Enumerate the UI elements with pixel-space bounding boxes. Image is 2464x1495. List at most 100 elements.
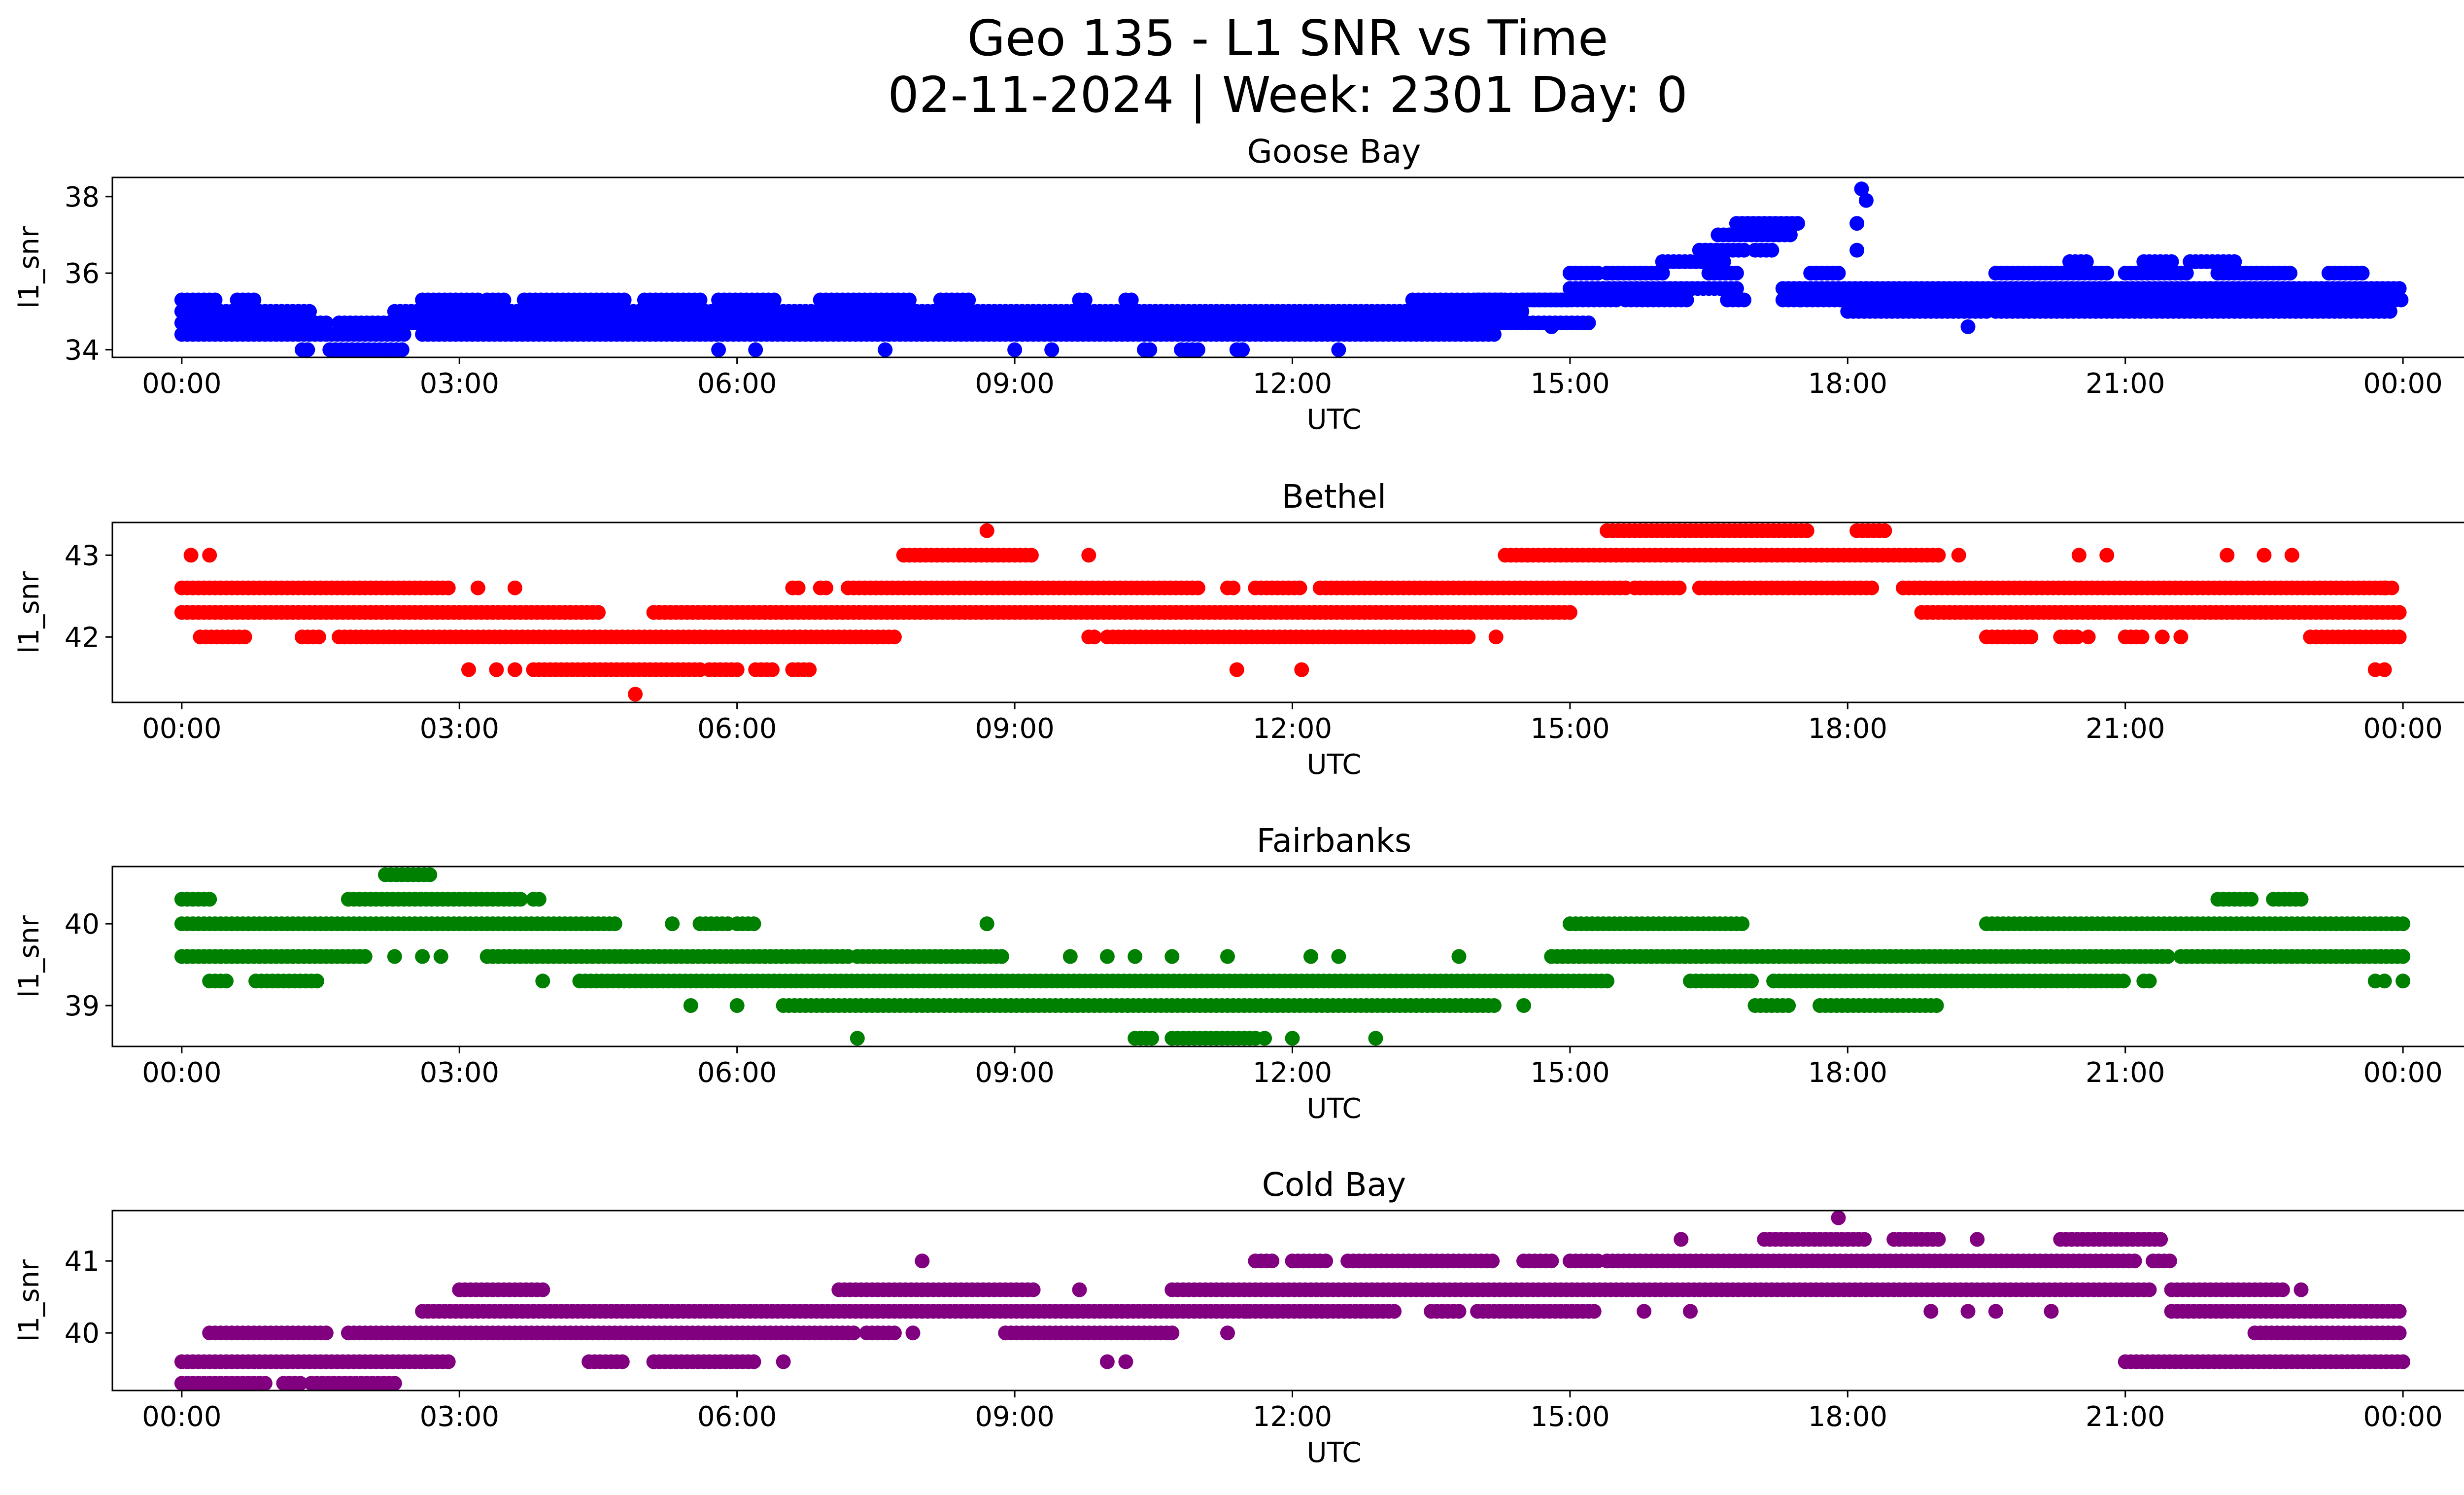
data-point: [2392, 605, 2407, 620]
x-tick-label: 00:00: [142, 368, 221, 400]
data-point: [1238, 1304, 1254, 1319]
x-tick-label: 03:00: [420, 713, 499, 745]
data-point: [387, 949, 402, 964]
data-point: [1790, 216, 1805, 231]
data-point: [470, 580, 485, 595]
x-tick-label: 12:00: [1253, 713, 1332, 745]
data-point: [1655, 266, 1670, 281]
data-point: [1737, 292, 1751, 308]
x-tick-label: 09:00: [975, 713, 1054, 745]
data-point: [1516, 998, 1531, 1013]
data-point: [905, 1325, 921, 1341]
data-point: [915, 1253, 930, 1269]
data-point: [1007, 342, 1023, 357]
x-tick-label: 00:00: [2363, 1401, 2442, 1433]
data-point: [2392, 629, 2407, 645]
data-point: [1368, 1031, 1383, 1046]
data-point: [415, 949, 430, 964]
data-point: [1331, 949, 1346, 964]
data-point: [1087, 629, 1102, 645]
figure-title-line2: 02-11-2024 | Week: 2301 Day: 0: [888, 66, 1687, 124]
x-tick-label: 18:00: [1808, 368, 1887, 400]
data-point: [2392, 1325, 2407, 1341]
data-point: [1854, 181, 1869, 197]
data-point: [202, 548, 217, 563]
data-point: [746, 916, 761, 932]
data-point: [846, 1325, 861, 1341]
data-point: [878, 342, 893, 357]
y-tick-label: 40: [65, 1318, 100, 1350]
data-point: [748, 342, 763, 357]
data-point: [507, 662, 522, 677]
data-point: [2099, 266, 2115, 281]
data-point: [1858, 193, 1874, 208]
data-point: [1099, 949, 1115, 964]
data-point: [1226, 580, 1241, 595]
x-tick-label: 09:00: [975, 368, 1054, 400]
data-point: [2099, 548, 2115, 563]
y-tick-label: 40: [65, 908, 100, 940]
data-point: [2382, 304, 2397, 319]
data-point: [683, 998, 698, 1013]
data-point: [2377, 662, 2392, 677]
data-point: [2173, 629, 2189, 645]
data-point: [1923, 1304, 1939, 1319]
data-point: [1062, 949, 1078, 964]
data-point: [1799, 523, 1814, 538]
bethel-title: Bethel: [1282, 478, 1387, 516]
data-point: [746, 1354, 761, 1369]
data-point: [1960, 319, 1976, 334]
data-point: [2179, 266, 2194, 281]
goose-bay-points: [174, 181, 2409, 357]
data-point: [1486, 327, 1502, 342]
data-point: [1764, 243, 1780, 258]
data-point: [2396, 1354, 2411, 1369]
data-point: [441, 1354, 456, 1369]
y-tick-label: 38: [65, 181, 100, 213]
data-point: [2153, 1232, 2168, 1247]
data-point: [2134, 629, 2150, 645]
data-point: [2377, 580, 2392, 595]
x-tick-label: 06:00: [697, 368, 777, 400]
data-point: [1303, 949, 1318, 964]
data-point: [979, 916, 994, 932]
goose-bay-title: Goose Bay: [1247, 133, 1421, 171]
data-point: [2160, 949, 2176, 964]
data-point: [237, 629, 252, 645]
y-tick-label: 34: [65, 334, 100, 366]
y-tick-label: 39: [65, 990, 100, 1022]
data-point: [309, 973, 324, 989]
data-point: [1679, 292, 1694, 308]
data-point: [994, 949, 1009, 964]
data-point: [1144, 1031, 1159, 1046]
bethel-points: [174, 523, 2407, 702]
data-point: [396, 327, 411, 342]
data-point: [2275, 1282, 2290, 1297]
data-point: [1831, 1210, 1846, 1225]
x-tick-label: 18:00: [1808, 713, 1887, 745]
data-point: [790, 580, 806, 595]
data-point: [2071, 548, 2087, 563]
data-point: [1683, 1304, 1698, 1319]
data-point: [765, 662, 780, 677]
data-point: [1265, 1253, 1280, 1269]
data-point: [1600, 973, 1614, 989]
x-tick-label: 21:00: [2086, 1057, 2165, 1089]
data-point: [729, 662, 745, 677]
x-tick-label: 12:00: [1253, 1057, 1332, 1089]
data-point: [1735, 916, 1750, 932]
data-point: [535, 973, 550, 989]
data-point: [2142, 973, 2157, 989]
data-point: [1124, 292, 1139, 308]
x-tick-label: 00:00: [142, 1057, 221, 1089]
data-point: [2284, 548, 2299, 563]
fairbanks-x-axis-label: UTC: [1306, 1093, 1361, 1125]
data-point: [2392, 1304, 2407, 1319]
x-tick-label: 03:00: [420, 1401, 499, 1433]
data-point: [2396, 916, 2411, 932]
data-point: [1970, 1232, 1985, 1247]
